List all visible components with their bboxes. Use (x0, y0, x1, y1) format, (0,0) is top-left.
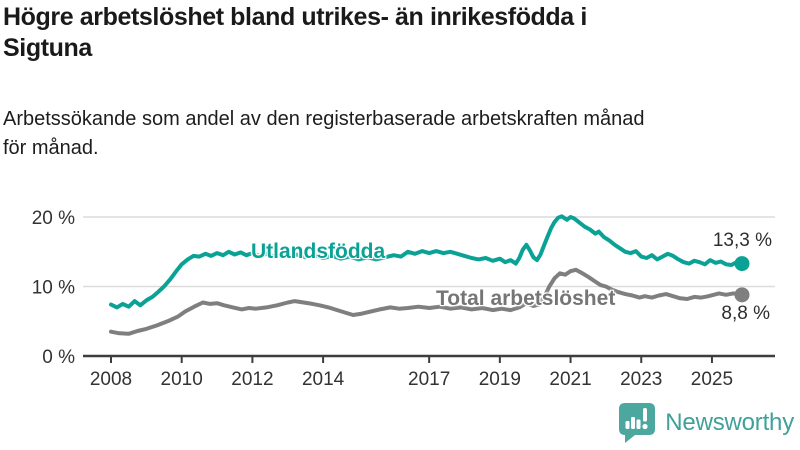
y-tick-label: 20 % (32, 208, 75, 229)
end-value-label-total: 8,8 % (721, 303, 770, 324)
series-label-utlandsfodda: Utlandsfödda (251, 240, 386, 263)
newsworthy-logo-icon (619, 403, 656, 443)
series-line-1 (109, 267, 744, 336)
page-title-line-2: Sigtuna (3, 33, 92, 62)
newsworthy-brand: Newsworthy (618, 402, 794, 444)
x-tick-label: 2025 (691, 369, 733, 390)
end-value-label-utlandsfodda: 13,3 % (712, 230, 772, 251)
x-tick-label: 2010 (161, 369, 203, 390)
y-tick-label: 10 % (32, 278, 75, 299)
x-tick-label: 2021 (549, 369, 591, 390)
page-subtitle-line-1: Arbetssökande som andel av den registerb… (3, 108, 645, 130)
x-tick-label: 2008 (90, 369, 132, 390)
x-tick-label: 2017 (408, 369, 450, 390)
page-subtitle-line-2: för månad. (3, 137, 99, 159)
page-subtitle: Arbetssökande som andel av den registerb… (3, 105, 793, 163)
series-end-dot-1 (734, 287, 750, 303)
x-tick-label: 2012 (231, 369, 273, 390)
x-tick-label: 2023 (620, 369, 662, 390)
series-end-dot-0 (734, 256, 750, 272)
newsworthy-wordmark: Newsworthy (665, 409, 794, 436)
series-label-total-arbetsloshet: Total arbetslöshet (436, 287, 616, 310)
x-tick-label: 2019 (479, 369, 521, 390)
page-title: Högre arbetslöshet bland utrikes- än inr… (3, 2, 783, 63)
page-title-line-1: Högre arbetslöshet bland utrikes- än inr… (3, 3, 587, 31)
y-tick-label: 0 % (42, 347, 75, 368)
x-tick-label: 2014 (302, 369, 345, 390)
series-line-0 (109, 214, 744, 310)
